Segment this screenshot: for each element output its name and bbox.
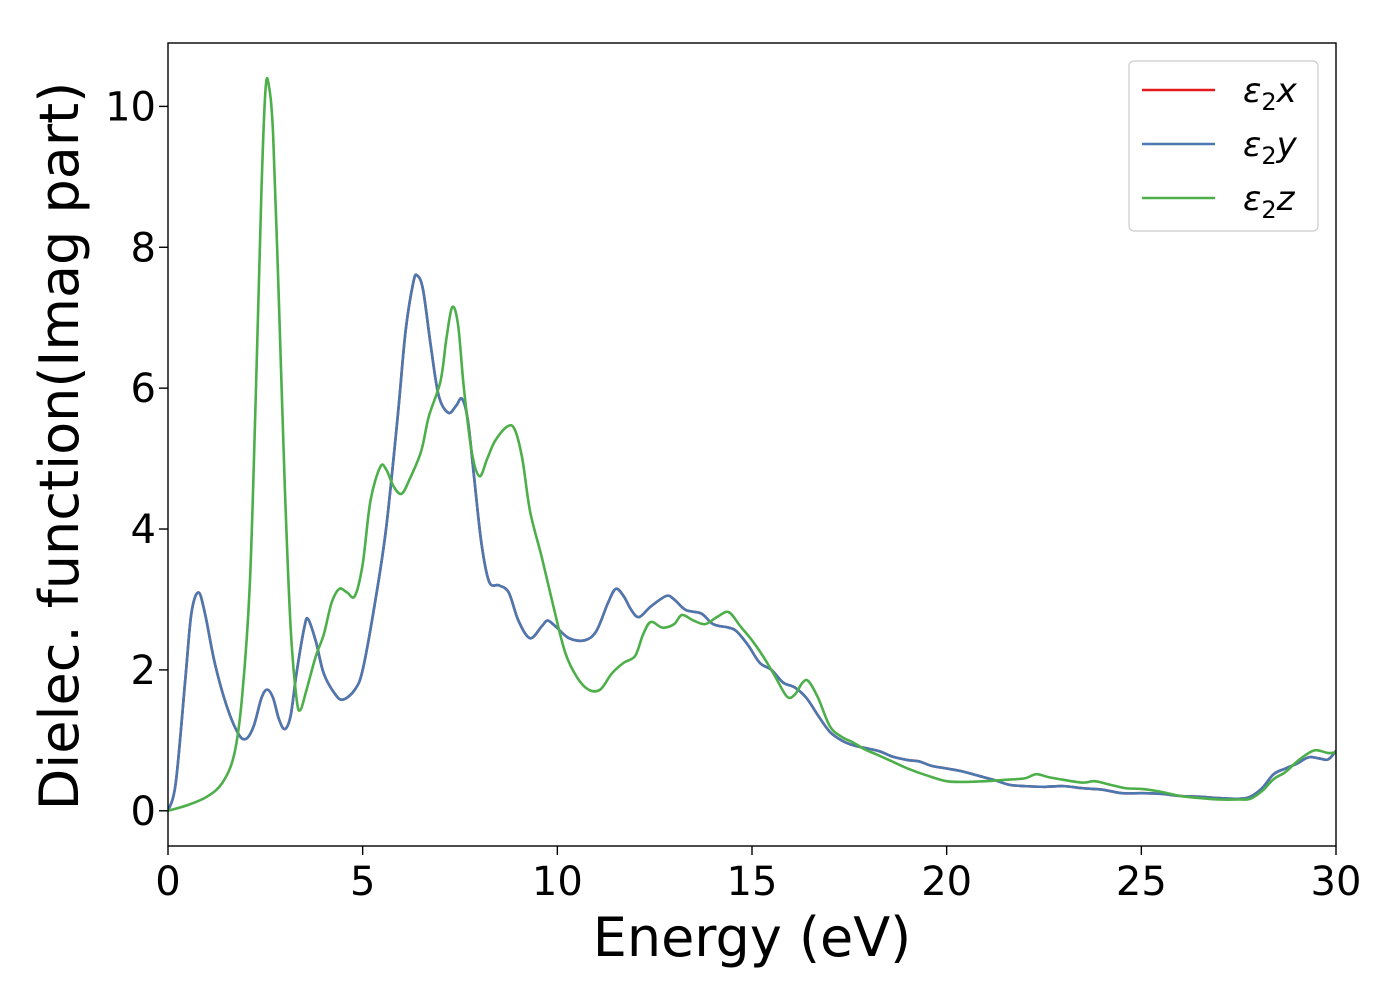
legend-label-eps2x: ε2x bbox=[1243, 71, 1298, 116]
legend-label-eps2z: ε2z bbox=[1243, 179, 1296, 224]
y-tick-label: 0 bbox=[131, 789, 156, 835]
y-tick-label: 8 bbox=[131, 225, 156, 271]
series-line-eps2z bbox=[168, 76, 1336, 813]
x-tick-label: 20 bbox=[921, 859, 972, 905]
legend-box bbox=[1128, 60, 1319, 232]
x-axis: 0 5 10 15 20 25 30 bbox=[155, 846, 1361, 905]
y-tick-label: 10 bbox=[105, 84, 156, 130]
legend: ε2x ε2y ε2z bbox=[1128, 60, 1319, 232]
x-tick-label: 30 bbox=[1311, 859, 1362, 905]
y-axis: 0 2 4 6 8 10 bbox=[105, 84, 168, 835]
y-tick-label: 2 bbox=[131, 648, 156, 694]
series-line-eps2y bbox=[168, 273, 1336, 812]
y-axis-label: Dielec. function(Imag part) bbox=[28, 82, 91, 811]
legend-label-eps2y: ε2y bbox=[1243, 125, 1298, 170]
y-tick-label: 6 bbox=[131, 366, 156, 412]
series-layer bbox=[168, 76, 1336, 813]
x-tick-label: 0 bbox=[155, 859, 180, 905]
x-axis-label: Energy (eV) bbox=[593, 906, 912, 969]
x-tick-label: 10 bbox=[532, 859, 583, 905]
y-tick-label: 4 bbox=[131, 507, 156, 553]
x-tick-label: 5 bbox=[350, 859, 375, 905]
x-tick-label: 15 bbox=[727, 859, 778, 905]
x-tick-label: 25 bbox=[1116, 859, 1167, 905]
